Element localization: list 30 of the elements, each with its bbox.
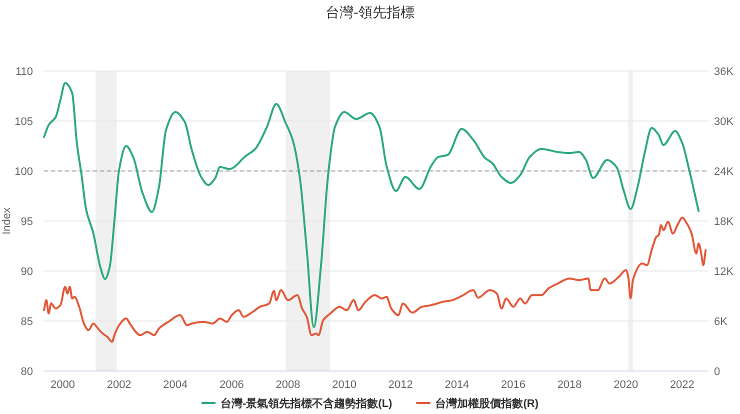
- y2-tick-label: 12K: [714, 266, 734, 278]
- y-tick-label: 90: [20, 266, 33, 278]
- x-tick-label: 2004: [163, 379, 188, 391]
- y-tick-label: 80: [20, 366, 33, 378]
- x-tick-label: 2018: [557, 379, 582, 391]
- x-tick-label: 2008: [276, 379, 300, 391]
- x-tick-label: 2010: [332, 379, 357, 391]
- y-axis-title: Index: [1, 207, 13, 234]
- y2-tick-label: 18K: [714, 216, 734, 228]
- y2-tick-label: 0: [714, 366, 720, 378]
- x-tick-label: 2000: [50, 379, 76, 391]
- legend-label: 台灣-景氣領先指標不含趨勢指數(L): [220, 397, 393, 410]
- y2-tick-label: 6K: [714, 316, 728, 328]
- y-tick-label: 110: [15, 66, 33, 78]
- x-tick-label: 2016: [501, 379, 526, 391]
- x-tick-label: 2006: [219, 379, 244, 391]
- y-tick-label: 105: [14, 116, 33, 128]
- y2-tick-label: 36K: [714, 66, 734, 78]
- y2-tick-label: 24K: [714, 166, 734, 178]
- legend-label: 台灣加權股價指數(R): [435, 397, 539, 410]
- y2-tick-label: 30K: [714, 116, 734, 128]
- y-tick-label: 85: [20, 316, 33, 328]
- x-tick-label: 2020: [614, 379, 638, 391]
- y-tick-label: 100: [14, 166, 33, 178]
- x-tick-label: 2022: [670, 379, 694, 391]
- x-tick-label: 2002: [106, 379, 132, 391]
- chart-title: 台灣-領先指標: [326, 4, 414, 20]
- y-tick-label: 95: [20, 216, 33, 228]
- x-tick-label: 2014: [444, 379, 470, 391]
- x-tick-label: 2012: [388, 379, 413, 391]
